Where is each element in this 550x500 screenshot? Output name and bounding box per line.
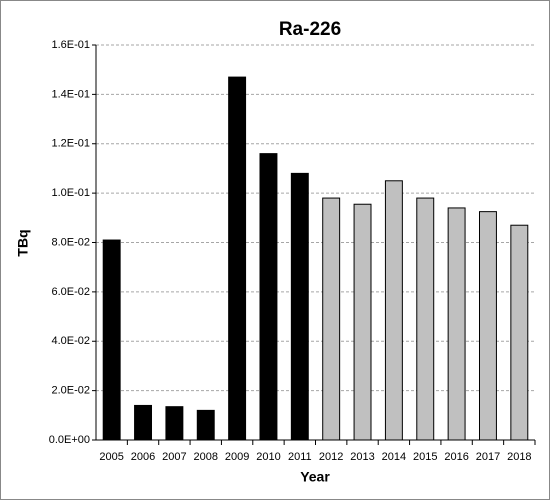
- x-tick-label: 2009: [225, 451, 249, 463]
- x-tick-label: 2006: [131, 451, 155, 463]
- y-tick-label: 8.0E-02: [51, 236, 90, 248]
- y-tick-label: 1.2E-01: [51, 138, 90, 150]
- bar: [353, 203, 372, 441]
- y-tick-label: 1.6E-01: [51, 39, 90, 51]
- x-tick-label: 2005: [99, 451, 123, 463]
- x-tick-label: 2012: [319, 451, 343, 463]
- x-tick-label: 2018: [507, 451, 531, 463]
- y-tick-label: 2.0E-02: [51, 385, 90, 397]
- x-tick-label: 2017: [476, 451, 500, 463]
- bar: [447, 207, 466, 441]
- x-tick-label: 2016: [444, 451, 468, 463]
- x-tick-label: 2010: [256, 451, 280, 463]
- bar: [384, 180, 403, 441]
- bar: [228, 76, 247, 441]
- bar: [290, 172, 309, 441]
- bar: [102, 239, 121, 441]
- x-tick-label: 2014: [382, 451, 406, 463]
- x-axis-label: Year: [300, 469, 330, 485]
- x-tick-label: 2007: [162, 451, 186, 463]
- bar: [510, 224, 529, 441]
- bar: [196, 409, 215, 441]
- chart-title: Ra-226: [279, 19, 341, 40]
- bar: [478, 211, 497, 441]
- bar: [322, 197, 341, 441]
- bar: [134, 404, 153, 441]
- y-tick-label: 4.0E-02: [51, 335, 90, 347]
- y-tick-label: 1.4E-01: [51, 88, 90, 100]
- x-tick-label: 2011: [288, 451, 312, 463]
- x-tick-label: 2013: [350, 451, 374, 463]
- y-axis-label: TBq: [15, 229, 31, 256]
- x-tick-label: 2015: [413, 451, 437, 463]
- x-tick-label: 2008: [194, 451, 218, 463]
- bar: [165, 406, 184, 441]
- bar: [259, 153, 278, 441]
- y-tick-label: 1.0E-01: [51, 187, 90, 199]
- bar: [416, 197, 435, 441]
- y-tick-label: 0.0E+00: [49, 434, 90, 446]
- y-tick-label: 6.0E-02: [51, 286, 90, 298]
